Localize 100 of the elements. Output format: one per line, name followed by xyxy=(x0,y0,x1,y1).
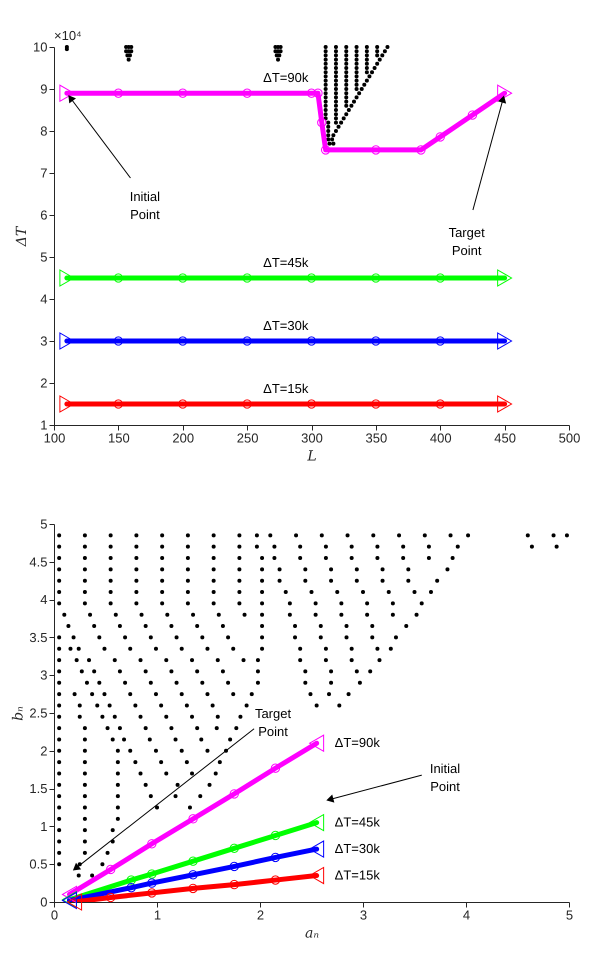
point xyxy=(375,49,380,54)
point xyxy=(134,578,138,583)
point xyxy=(178,399,188,409)
point xyxy=(336,124,341,129)
point xyxy=(198,794,202,798)
point xyxy=(92,669,96,674)
point xyxy=(57,714,62,719)
point xyxy=(205,646,210,651)
point xyxy=(371,336,381,346)
point xyxy=(339,612,344,617)
point xyxy=(382,49,387,54)
point xyxy=(339,601,344,606)
point xyxy=(386,590,391,594)
point xyxy=(188,806,192,810)
point xyxy=(84,680,89,685)
point xyxy=(365,601,370,606)
point xyxy=(242,336,252,346)
x-tick-label: 250 xyxy=(236,430,258,446)
point xyxy=(468,110,478,120)
point xyxy=(334,108,338,112)
point xyxy=(272,544,276,549)
point xyxy=(388,646,393,651)
point xyxy=(110,737,115,742)
point xyxy=(160,556,164,560)
point xyxy=(377,658,382,662)
point xyxy=(147,878,157,888)
point xyxy=(57,840,62,844)
point xyxy=(364,62,369,66)
point xyxy=(116,794,120,798)
point xyxy=(102,646,106,651)
point xyxy=(270,830,280,840)
point xyxy=(260,578,264,583)
point xyxy=(327,692,332,696)
point xyxy=(220,669,225,674)
point xyxy=(212,590,216,594)
y-tick-label: 0 xyxy=(40,894,48,910)
annotation: Initial Point xyxy=(430,761,460,794)
point xyxy=(254,533,259,538)
point xyxy=(326,129,330,133)
point xyxy=(364,58,369,62)
point xyxy=(344,70,348,74)
point xyxy=(178,336,188,346)
point xyxy=(212,601,216,606)
point xyxy=(57,533,62,538)
point xyxy=(237,578,242,583)
point xyxy=(144,624,148,628)
point xyxy=(110,828,115,832)
point xyxy=(57,703,62,708)
series-label: ΔT=15k xyxy=(263,381,309,396)
point xyxy=(82,601,87,606)
y-tick-label: 8 xyxy=(40,124,48,138)
point xyxy=(364,78,369,83)
point xyxy=(354,45,359,49)
point xyxy=(244,703,249,708)
point xyxy=(368,669,372,674)
point xyxy=(237,590,242,594)
point xyxy=(78,714,82,719)
point xyxy=(114,88,124,98)
point xyxy=(74,658,79,662)
point xyxy=(190,658,194,662)
point xyxy=(128,692,132,696)
point xyxy=(334,120,338,125)
point xyxy=(375,62,380,66)
point xyxy=(242,399,252,409)
point xyxy=(497,269,512,287)
y-tick-label: 3 xyxy=(40,668,48,683)
point xyxy=(375,45,380,49)
point xyxy=(160,533,164,538)
point xyxy=(57,748,62,753)
point xyxy=(334,45,338,49)
point xyxy=(364,53,369,58)
x-tick-label: 3 xyxy=(360,908,368,922)
point xyxy=(67,893,82,911)
point xyxy=(260,556,264,560)
point xyxy=(57,658,62,662)
point xyxy=(82,544,87,549)
point xyxy=(284,590,288,594)
point xyxy=(237,567,242,572)
point xyxy=(133,703,138,708)
point xyxy=(367,74,372,78)
point xyxy=(114,273,124,283)
point xyxy=(169,669,174,674)
point xyxy=(334,66,338,70)
point xyxy=(216,612,221,617)
point xyxy=(123,680,128,685)
x-tick-label: 400 xyxy=(430,430,452,446)
point xyxy=(309,814,324,832)
point xyxy=(234,726,238,730)
point xyxy=(57,806,62,810)
point xyxy=(57,590,62,594)
point xyxy=(62,612,66,617)
point xyxy=(526,533,530,538)
point xyxy=(138,658,143,662)
point xyxy=(330,137,334,142)
point xyxy=(256,658,260,662)
point xyxy=(180,646,184,651)
point xyxy=(497,84,512,102)
point xyxy=(406,567,410,572)
point xyxy=(72,692,77,696)
point xyxy=(114,336,124,346)
